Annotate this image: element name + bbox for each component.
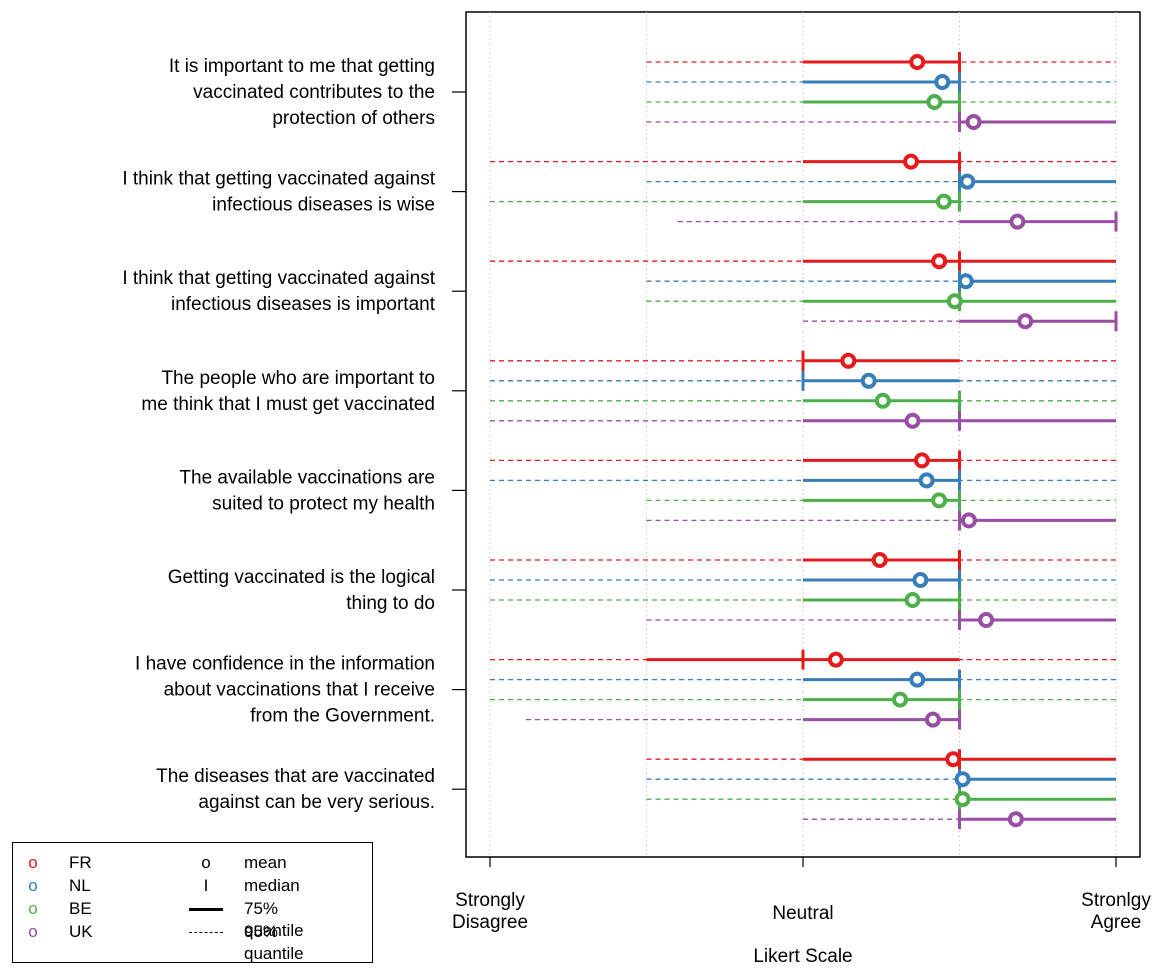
y-axis-label: vaccinated contributes to the (193, 82, 435, 103)
uk-mean-point (978, 612, 995, 628)
legend-nl-label: NL (69, 876, 91, 895)
uk-mean-point (965, 114, 982, 130)
y-axis-label: I think that getting vaccinated against (122, 268, 435, 289)
nl-mean-point (954, 771, 971, 788)
y-axis-label: protection of others (272, 108, 435, 129)
x-tick-label: Neutral (772, 903, 833, 924)
be-mean-point (935, 193, 952, 210)
fr-mean-point (945, 751, 962, 768)
y-axis-label: from the Government. (250, 706, 435, 727)
uk-mean-point (1017, 313, 1034, 330)
y-axis-label: me think that I must get vaccinated (141, 394, 435, 415)
x-axis-label: Likert Scale (753, 946, 852, 967)
legend-median-symbol: I (203, 876, 209, 895)
be-mean-point (931, 492, 948, 509)
y-axis-label: Getting vaccinated is the logical (168, 567, 435, 588)
fr-mean-point (871, 552, 888, 568)
be-mean-point (926, 94, 943, 110)
legend-fr-symbol: o (28, 853, 38, 872)
nl-mean-point (909, 671, 926, 688)
y-axis-ticks (452, 91, 466, 790)
grid (489, 12, 1117, 857)
y-axis-label: I think that getting vaccinated against (122, 169, 435, 190)
y-axis-label: infectious diseases is wise (212, 195, 435, 216)
x-tick-label: Stronlgy (1081, 890, 1151, 911)
y-axis-label: The people who are important to (161, 368, 435, 389)
be-mean-point (874, 392, 891, 409)
x-tick-label: Agree (1091, 912, 1142, 933)
y-axis-label: thing to do (346, 593, 435, 614)
uk-mean-point (1007, 811, 1024, 828)
fr-mean-point (931, 253, 948, 270)
y-axis-label: suited to protect my health (212, 493, 435, 514)
legend-dashed-line-icon (189, 932, 223, 933)
y-axis-label: It is important to me that getting (169, 56, 435, 77)
series-marks (490, 52, 1118, 830)
y-axis-label: against can be very serious. (198, 792, 435, 813)
legend-uk-symbol: o (28, 922, 38, 941)
fr-mean-point (913, 452, 930, 469)
fr-mean-point (827, 651, 844, 668)
nl-mean-point (959, 173, 976, 190)
legend-mean-label: mean (244, 853, 287, 872)
y-axis-label: The available vaccinations are (179, 467, 435, 488)
uk-mean-point (904, 412, 921, 429)
be-mean-point (904, 592, 921, 608)
legend-nl-symbol: o (28, 876, 38, 895)
fr-mean-point (840, 352, 857, 369)
fr-mean-point (902, 153, 919, 170)
y-axis-label: The diseases that are vaccinated (156, 766, 435, 787)
legend-q75-label: 75% quantile (244, 899, 304, 940)
be-mean-point (946, 293, 963, 310)
y-axis-labels: It is important to me that getting vaccin… (122, 56, 435, 813)
fr-mean-point (909, 54, 926, 70)
be-mean-point (954, 791, 971, 808)
legend: o FR o NL o BE o UK o mean I median 75% … (12, 842, 373, 963)
be-mean-point (892, 691, 909, 708)
uk-mean-point (1009, 213, 1026, 230)
y-axis-label: about vaccinations that I receive (164, 680, 435, 701)
nl-mean-point (918, 472, 935, 489)
x-tick-label: Disagree (452, 912, 528, 933)
x-tick-label: Strongly (455, 890, 525, 911)
nl-mean-point (934, 74, 951, 90)
legend-median-label: median (244, 876, 300, 895)
nl-mean-point (957, 273, 974, 290)
uk-mean-point (924, 711, 941, 728)
legend-mean-symbol: o (201, 853, 211, 872)
legend-be-symbol: o (28, 899, 38, 918)
uk-mean-point (960, 512, 977, 529)
nl-mean-point (860, 372, 877, 389)
y-axis-label: I have confidence in the information (135, 654, 435, 675)
legend-uk-label: UK (69, 922, 93, 941)
legend-fr-label: FR (69, 853, 92, 872)
nl-mean-point (912, 572, 929, 588)
legend-be-label: BE (69, 899, 92, 918)
legend-q95-label: 95% quantile (244, 922, 304, 963)
legend-solid-line-icon (189, 908, 223, 911)
y-axis-label: infectious diseases is important (171, 294, 436, 315)
